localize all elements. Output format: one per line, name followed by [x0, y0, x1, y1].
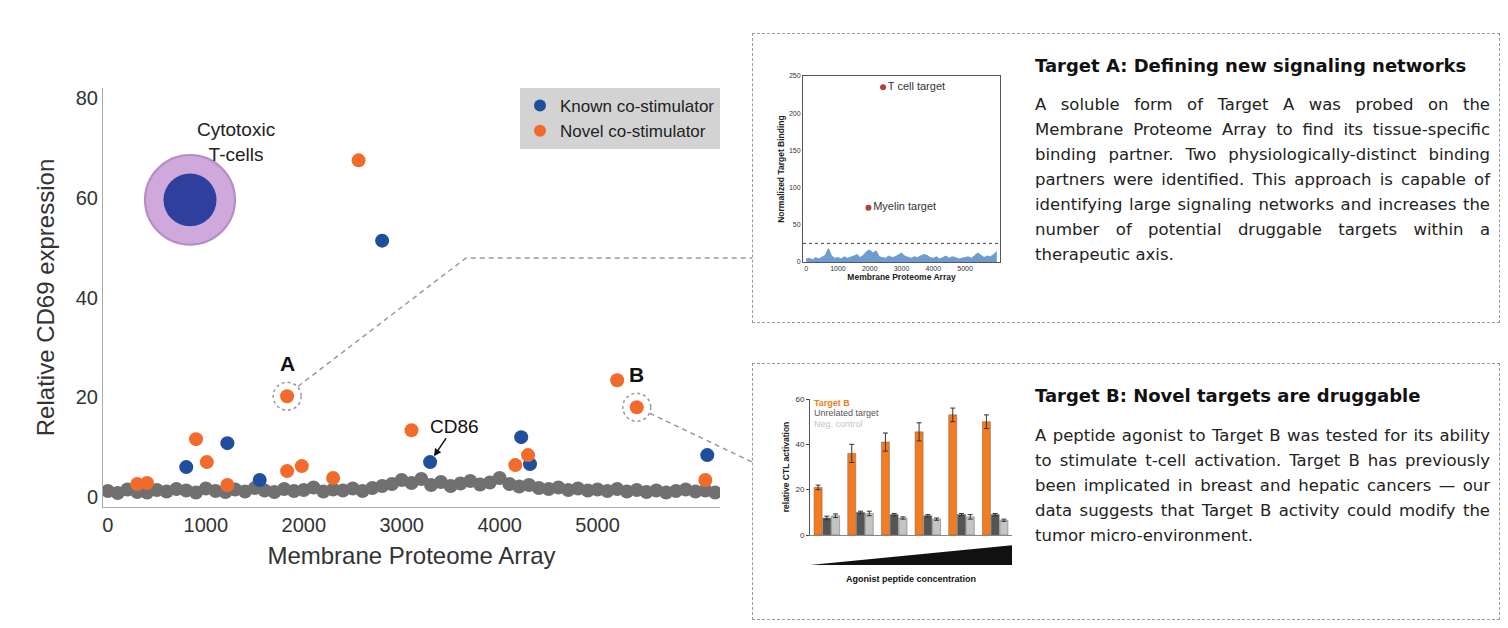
svg-text:5000: 5000	[957, 265, 973, 272]
svg-text:0: 0	[87, 486, 98, 508]
svg-text:Membrane Proteome Array: Membrane Proteome Array	[847, 272, 956, 282]
html-text:Target A: Defining new signali: Target A: Defining new signaling network…	[1035, 55, 1467, 76]
svg-text:0: 0	[102, 514, 113, 536]
svg-text:2000: 2000	[282, 514, 327, 536]
svg-text:3000: 3000	[894, 265, 910, 272]
svg-text:Myelin target: Myelin target	[873, 200, 936, 212]
svg-text:100: 100	[789, 184, 801, 191]
svg-text:4000: 4000	[925, 265, 941, 272]
svg-text:B: B	[629, 363, 644, 386]
html-text:Target B: Novel targets are dr: Target B: Novel targets are druggable	[1035, 385, 1421, 406]
svg-text:Agonist peptide concentration: Agonist peptide concentration	[846, 574, 976, 584]
svg-text:CD86: CD86	[430, 416, 479, 437]
svg-text:200: 200	[789, 110, 801, 117]
svg-text:60: 60	[795, 395, 804, 404]
svg-text:40: 40	[76, 287, 98, 309]
svg-text:Unrelated target: Unrelated target	[814, 408, 879, 418]
svg-text:20: 20	[795, 485, 804, 494]
svg-text:0: 0	[804, 265, 808, 272]
svg-text:5000: 5000	[575, 514, 620, 536]
svg-text:4000: 4000	[477, 514, 522, 536]
svg-text:Normalized Target Binding: Normalized Target Binding	[776, 115, 786, 223]
svg-text:20: 20	[76, 386, 98, 408]
svg-text:Neg. control: Neg. control	[814, 419, 863, 429]
svg-text:0: 0	[800, 531, 805, 540]
svg-text:1000: 1000	[830, 265, 846, 272]
svg-text:1000: 1000	[184, 514, 229, 536]
html-text:A soluble form of Target A was: A soluble form of Target A was probed on…	[1035, 95, 1490, 264]
svg-text:0: 0	[797, 258, 801, 265]
svg-text:A: A	[280, 352, 295, 375]
svg-text:relative CTL activation: relative CTL activation	[781, 422, 791, 513]
svg-text:T cell target: T cell target	[888, 80, 945, 92]
svg-text:60: 60	[76, 187, 98, 209]
html-text:A peptide agonist to Target B: A peptide agonist to Target B was tested…	[1035, 426, 1490, 545]
svg-text:Novel co-stimulator: Novel co-stimulator	[560, 122, 706, 141]
svg-text:40: 40	[795, 440, 804, 449]
svg-text:2000: 2000	[862, 265, 878, 272]
svg-text:Target B: Target B	[814, 398, 850, 408]
svg-text:CytotoxicT-cells: CytotoxicT-cells	[197, 119, 275, 165]
svg-text:Relative CD69 expression: Relative CD69 expression	[32, 159, 59, 436]
svg-text:Known co-stimulator: Known co-stimulator	[560, 97, 714, 116]
svg-text:150: 150	[789, 147, 801, 154]
svg-text:Membrane Proteome Array: Membrane Proteome Array	[267, 542, 555, 569]
svg-text:3000: 3000	[379, 514, 424, 536]
svg-text:50: 50	[793, 221, 801, 228]
svg-text:80: 80	[76, 87, 98, 109]
svg-text:250: 250	[789, 72, 801, 79]
